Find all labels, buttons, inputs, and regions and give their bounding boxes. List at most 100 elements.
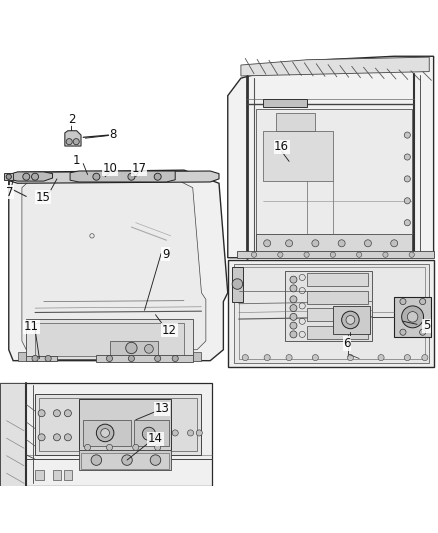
Polygon shape [110,341,158,355]
Polygon shape [307,273,368,286]
Circle shape [400,329,406,335]
Circle shape [251,252,257,257]
Circle shape [347,354,353,361]
Circle shape [422,354,428,361]
Circle shape [304,252,309,257]
Circle shape [290,296,297,303]
Circle shape [155,356,161,361]
Circle shape [232,279,243,289]
Polygon shape [35,470,44,480]
Circle shape [64,410,71,417]
Circle shape [346,316,355,324]
Circle shape [391,240,398,247]
Text: 15: 15 [35,191,50,204]
Circle shape [106,445,113,450]
Polygon shape [228,260,434,367]
Text: 10: 10 [103,163,118,175]
Circle shape [172,356,178,361]
Circle shape [53,410,60,417]
Polygon shape [4,173,13,180]
Polygon shape [0,383,26,486]
Circle shape [404,132,410,138]
Circle shape [357,252,362,257]
Circle shape [407,312,418,322]
Text: 6: 6 [343,337,351,350]
Polygon shape [53,470,61,480]
Circle shape [85,445,91,450]
Polygon shape [237,251,434,258]
Polygon shape [307,308,368,321]
Circle shape [278,252,283,257]
Circle shape [145,344,153,353]
Text: 7: 7 [6,185,14,198]
Polygon shape [26,356,57,361]
Circle shape [64,434,71,441]
Polygon shape [79,399,171,449]
Polygon shape [81,453,169,469]
Polygon shape [232,266,243,302]
Text: 16: 16 [274,140,289,154]
Circle shape [290,285,297,292]
Text: 11: 11 [24,320,39,334]
Circle shape [404,198,410,204]
Circle shape [150,455,161,465]
Polygon shape [79,450,171,470]
Circle shape [383,252,388,257]
Circle shape [91,455,102,465]
Polygon shape [65,131,81,146]
Polygon shape [263,131,333,181]
Polygon shape [241,57,429,76]
Circle shape [126,342,137,354]
Circle shape [142,427,155,440]
Text: 17: 17 [132,163,147,175]
Polygon shape [193,352,201,361]
Polygon shape [35,324,184,356]
Text: 5: 5 [423,319,430,332]
Circle shape [133,445,139,450]
Text: 14: 14 [148,432,163,445]
Text: 8: 8 [110,128,117,141]
Polygon shape [307,326,368,339]
Circle shape [364,240,371,247]
Circle shape [420,298,426,304]
Circle shape [23,173,30,180]
Circle shape [290,313,297,320]
Polygon shape [0,383,212,486]
Text: 12: 12 [162,324,177,336]
Circle shape [128,173,135,180]
Circle shape [290,322,297,329]
Circle shape [400,298,406,304]
Circle shape [264,240,271,247]
Circle shape [404,354,410,361]
Circle shape [286,354,292,361]
Polygon shape [228,56,434,258]
Polygon shape [64,470,72,480]
Circle shape [290,276,297,283]
Polygon shape [9,172,53,181]
Circle shape [330,252,336,257]
Polygon shape [285,271,372,341]
Polygon shape [96,355,193,361]
Circle shape [172,430,178,436]
Circle shape [290,331,297,338]
Polygon shape [307,290,368,304]
Circle shape [154,173,161,180]
Polygon shape [22,179,206,350]
Circle shape [38,410,45,417]
Circle shape [73,139,79,145]
Polygon shape [333,306,370,334]
Circle shape [312,354,318,361]
Polygon shape [26,319,193,359]
Circle shape [409,252,414,257]
Polygon shape [39,398,197,451]
Polygon shape [35,393,201,455]
Circle shape [286,240,293,247]
Polygon shape [256,233,412,253]
Circle shape [32,173,39,180]
Circle shape [402,306,424,328]
Circle shape [264,354,270,361]
Circle shape [196,430,202,436]
Circle shape [32,356,38,361]
Circle shape [101,429,110,437]
Polygon shape [18,352,26,361]
